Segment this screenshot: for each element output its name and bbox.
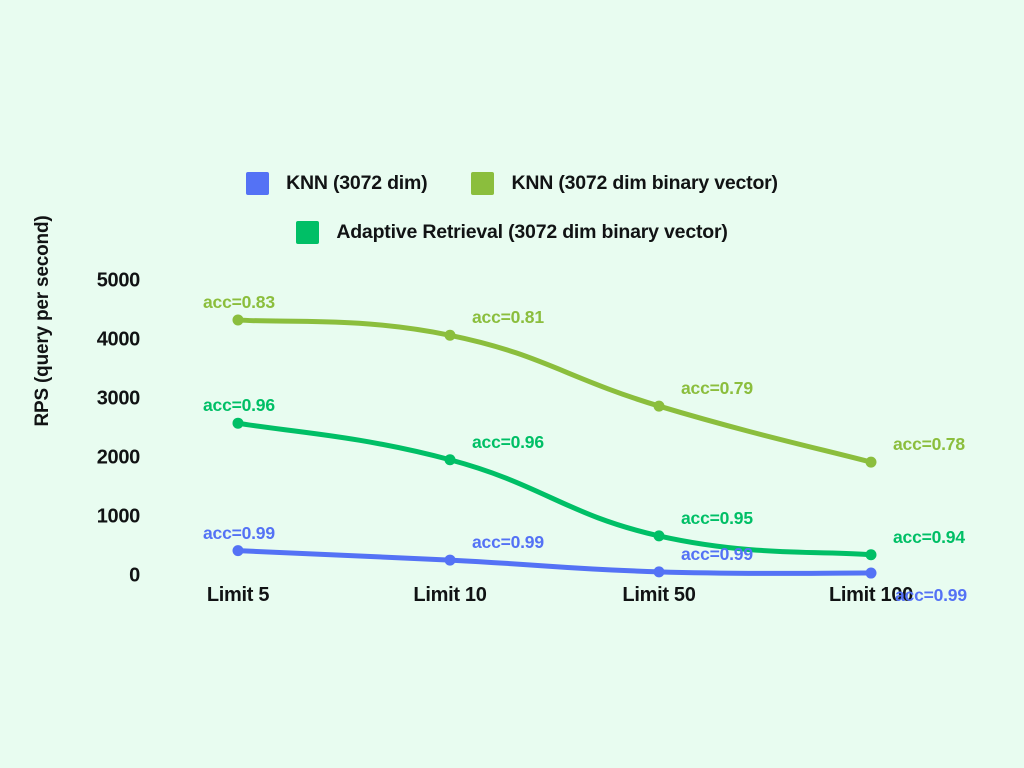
data-point-marker[interactable] bbox=[232, 314, 244, 326]
series-line bbox=[235, 420, 874, 558]
data-point-marker[interactable] bbox=[653, 566, 665, 578]
series-line bbox=[235, 548, 874, 576]
x-tick-label: Limit 100 bbox=[829, 584, 913, 606]
accuracy-annotation: acc=0.96 bbox=[472, 431, 544, 452]
x-tick-label: Limit 10 bbox=[413, 584, 487, 606]
x-tick-label: Limit 5 bbox=[206, 584, 270, 606]
accuracy-annotation: acc=0.99 bbox=[895, 585, 967, 606]
data-point-marker[interactable] bbox=[653, 400, 665, 412]
legend-label-adaptive-retrieval: Adaptive Retrieval (3072 dim binary vect… bbox=[336, 221, 728, 243]
y-tick-label: 4000 bbox=[96, 328, 141, 351]
data-point-marker[interactable] bbox=[232, 417, 244, 429]
y-tick-label: 0 bbox=[129, 564, 140, 587]
data-point-marker[interactable] bbox=[653, 530, 665, 542]
y-axis-tick-labels: 5000 4000 3000 2000 1000 0 bbox=[40, 0, 141, 768]
data-point-marker[interactable] bbox=[444, 454, 456, 466]
data-point-marker[interactable] bbox=[865, 549, 877, 561]
legend-swatch-knn-binary-icon bbox=[471, 172, 495, 195]
y-tick-label: 5000 bbox=[96, 269, 141, 292]
accuracy-annotation: acc=0.96 bbox=[203, 395, 275, 416]
y-tick-label: 1000 bbox=[96, 505, 141, 528]
chart-legend: KNN (3072 dim) KNN (3072 dim binary vect… bbox=[0, 172, 1024, 244]
accuracy-annotation: acc=0.99 bbox=[203, 522, 275, 543]
accuracy-annotation: acc=0.79 bbox=[681, 378, 753, 399]
data-point-marker[interactable] bbox=[232, 545, 244, 557]
legend-item-adaptive-retrieval[interactable]: Adaptive Retrieval (3072 dim binary vect… bbox=[296, 221, 728, 244]
data-point-marker[interactable] bbox=[865, 567, 877, 579]
legend-label-knn: KNN (3072 dim) bbox=[286, 172, 428, 194]
accuracy-annotation: acc=0.95 bbox=[681, 507, 753, 528]
legend-row-1: KNN (3072 dim) KNN (3072 dim binary vect… bbox=[0, 172, 1024, 195]
y-tick-label: 2000 bbox=[96, 446, 141, 469]
y-tick-label: 3000 bbox=[96, 387, 141, 410]
x-tick-label: Limit 50 bbox=[622, 584, 696, 606]
legend-item-knn[interactable]: KNN (3072 dim) bbox=[246, 172, 428, 195]
accuracy-annotation: acc=0.94 bbox=[893, 526, 965, 547]
accuracy-annotation: acc=0.99 bbox=[681, 543, 753, 564]
legend-swatch-knn-icon bbox=[246, 172, 270, 195]
legend-item-knn-binary[interactable]: KNN (3072 dim binary vector) bbox=[471, 172, 778, 195]
legend-row-2: Adaptive Retrieval (3072 dim binary vect… bbox=[0, 221, 1024, 244]
legend-label-knn-binary: KNN (3072 dim binary vector) bbox=[511, 172, 778, 194]
accuracy-annotation: acc=0.78 bbox=[893, 434, 965, 455]
data-point-marker[interactable] bbox=[444, 329, 456, 341]
legend-swatch-adaptive-icon bbox=[296, 221, 320, 244]
data-point-marker[interactable] bbox=[444, 554, 456, 566]
series-line bbox=[235, 317, 874, 465]
accuracy-annotation: acc=0.99 bbox=[472, 532, 544, 553]
accuracy-annotation: acc=0.81 bbox=[472, 307, 544, 328]
accuracy-annotation: acc=0.83 bbox=[203, 291, 275, 312]
data-point-marker[interactable] bbox=[865, 456, 877, 468]
